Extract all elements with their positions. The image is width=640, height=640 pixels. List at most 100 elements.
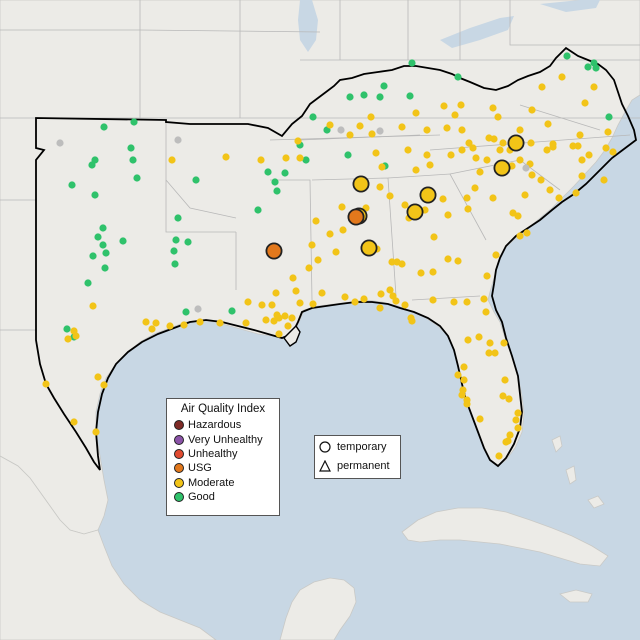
moderate-monitor-dot[interactable] [451, 111, 459, 119]
moderate-monitor-dot[interactable] [401, 201, 409, 209]
good-monitor-dot[interactable] [119, 237, 127, 245]
moderate-monitor-dot[interactable] [168, 156, 176, 164]
moderate-monitor-dot[interactable] [180, 321, 188, 329]
moderate-monitor-dot[interactable] [94, 373, 102, 381]
moderate-monitor-dot[interactable] [491, 349, 499, 357]
good-monitor-dot[interactable] [99, 241, 107, 249]
moderate-monitor-dot[interactable] [282, 154, 290, 162]
moderate-monitor-dot[interactable] [460, 376, 468, 384]
good-monitor-dot[interactable] [254, 206, 262, 214]
moderate-monitor-dot[interactable] [502, 438, 510, 446]
moderate-monitor-dot[interactable] [549, 140, 557, 148]
good-monitor-dot[interactable] [592, 64, 600, 72]
good-monitor-dot[interactable] [171, 260, 179, 268]
moderate-monitor-dot[interactable] [439, 195, 447, 203]
moderate-monitor-dot[interactable] [501, 376, 509, 384]
moderate-monitor-dot[interactable] [152, 319, 160, 327]
moderate-monitor-dot[interactable] [458, 146, 466, 154]
moderate-monitor-dot[interactable] [262, 316, 270, 324]
good-monitor-dot[interactable] [360, 91, 368, 99]
good-monitor-dot[interactable] [133, 174, 141, 182]
moderate-monitor-dot[interactable] [326, 121, 334, 129]
moderate-monitor-dot[interactable] [386, 192, 394, 200]
moderate-monitor-dot[interactable] [569, 142, 577, 150]
good-monitor-dot[interactable] [344, 151, 352, 159]
moderate-monitor-dot[interactable] [401, 301, 409, 309]
good-monitor-dot[interactable] [302, 156, 310, 164]
moderate-monitor-dot[interactable] [273, 311, 281, 319]
moderate-monitor-dot[interactable] [368, 130, 376, 138]
moderate-monitor-dot[interactable] [351, 298, 359, 306]
moderate-monitor-dot[interactable] [447, 151, 455, 159]
moderate-monitor-dot[interactable] [372, 149, 380, 157]
moderate-monitor-dot[interactable] [339, 226, 347, 234]
no-data-monitor-dot[interactable] [194, 305, 202, 313]
good-monitor-dot[interactable] [192, 176, 200, 184]
moderate-monitor-dot[interactable] [292, 287, 300, 295]
no-data-monitor-dot[interactable] [56, 139, 64, 147]
moderate-monitor-dot[interactable] [378, 163, 386, 171]
moderate-monitor-dot[interactable] [458, 126, 466, 134]
moderate-monitor-dot[interactable] [272, 289, 280, 297]
moderate-monitor-dot[interactable] [528, 106, 536, 114]
moderate-monitor-dot[interactable] [486, 339, 494, 347]
moderate-monitor-dot[interactable] [148, 325, 156, 333]
moderate-monitor-dot[interactable] [444, 211, 452, 219]
moderate-monitor-dot[interactable] [454, 371, 462, 379]
good-monitor-dot[interactable] [129, 156, 137, 164]
moderate-monitor-dot[interactable] [505, 395, 513, 403]
moderate-monitor-dot[interactable] [89, 302, 97, 310]
good-monitor-dot[interactable] [84, 279, 92, 287]
moderate-monitor-dot[interactable] [268, 301, 276, 309]
moderate-monitor-dot[interactable] [476, 168, 484, 176]
moderate-monitor-dot[interactable] [296, 299, 304, 307]
no-data-monitor-dot[interactable] [174, 136, 182, 144]
moderate-monitor-dot[interactable] [360, 295, 368, 303]
moderate-monitor-dot[interactable] [429, 268, 437, 276]
moderate-monitor-dot[interactable] [377, 290, 385, 298]
moderate-monitor-dot[interactable] [72, 332, 80, 340]
moderate-monitor-dot[interactable] [430, 233, 438, 241]
good-monitor-dot[interactable] [228, 307, 236, 315]
moderate-monitor-dot[interactable] [294, 137, 302, 145]
moderate-temporary-monitor[interactable] [352, 175, 370, 193]
moderate-monitor-dot[interactable] [454, 257, 462, 265]
moderate-monitor-dot[interactable] [423, 151, 431, 159]
moderate-monitor-dot[interactable] [386, 286, 394, 294]
no-data-monitor-dot[interactable] [376, 127, 384, 135]
moderate-monitor-dot[interactable] [506, 431, 514, 439]
moderate-monitor-dot[interactable] [196, 318, 204, 326]
moderate-monitor-dot[interactable] [341, 293, 349, 301]
moderate-monitor-dot[interactable] [471, 184, 479, 192]
good-monitor-dot[interactable] [454, 73, 462, 81]
moderate-monitor-dot[interactable] [312, 217, 320, 225]
moderate-monitor-dot[interactable] [572, 189, 580, 197]
moderate-monitor-dot[interactable] [242, 319, 250, 327]
moderate-monitor-dot[interactable] [516, 126, 524, 134]
moderate-monitor-dot[interactable] [521, 191, 529, 199]
moderate-monitor-dot[interactable] [388, 258, 396, 266]
moderate-monitor-dot[interactable] [308, 241, 316, 249]
moderate-temporary-monitor[interactable] [360, 239, 378, 257]
moderate-monitor-dot[interactable] [514, 424, 522, 432]
good-monitor-dot[interactable] [376, 93, 384, 101]
good-monitor-dot[interactable] [91, 191, 99, 199]
moderate-monitor-dot[interactable] [64, 335, 72, 343]
good-monitor-dot[interactable] [273, 187, 281, 195]
moderate-monitor-dot[interactable] [275, 330, 283, 338]
moderate-monitor-dot[interactable] [585, 151, 593, 159]
moderate-monitor-dot[interactable] [463, 194, 471, 202]
good-monitor-dot[interactable] [101, 264, 109, 272]
moderate-temporary-monitor[interactable] [493, 159, 511, 177]
good-monitor-dot[interactable] [102, 249, 110, 257]
moderate-monitor-dot[interactable] [499, 392, 507, 400]
moderate-monitor-dot[interactable] [469, 144, 477, 152]
moderate-monitor-dot[interactable] [609, 148, 617, 156]
moderate-monitor-dot[interactable] [494, 113, 502, 121]
moderate-monitor-dot[interactable] [284, 322, 292, 330]
moderate-monitor-dot[interactable] [578, 156, 586, 164]
moderate-monitor-dot[interactable] [512, 416, 520, 424]
moderate-monitor-dot[interactable] [289, 274, 297, 282]
moderate-monitor-dot[interactable] [483, 156, 491, 164]
